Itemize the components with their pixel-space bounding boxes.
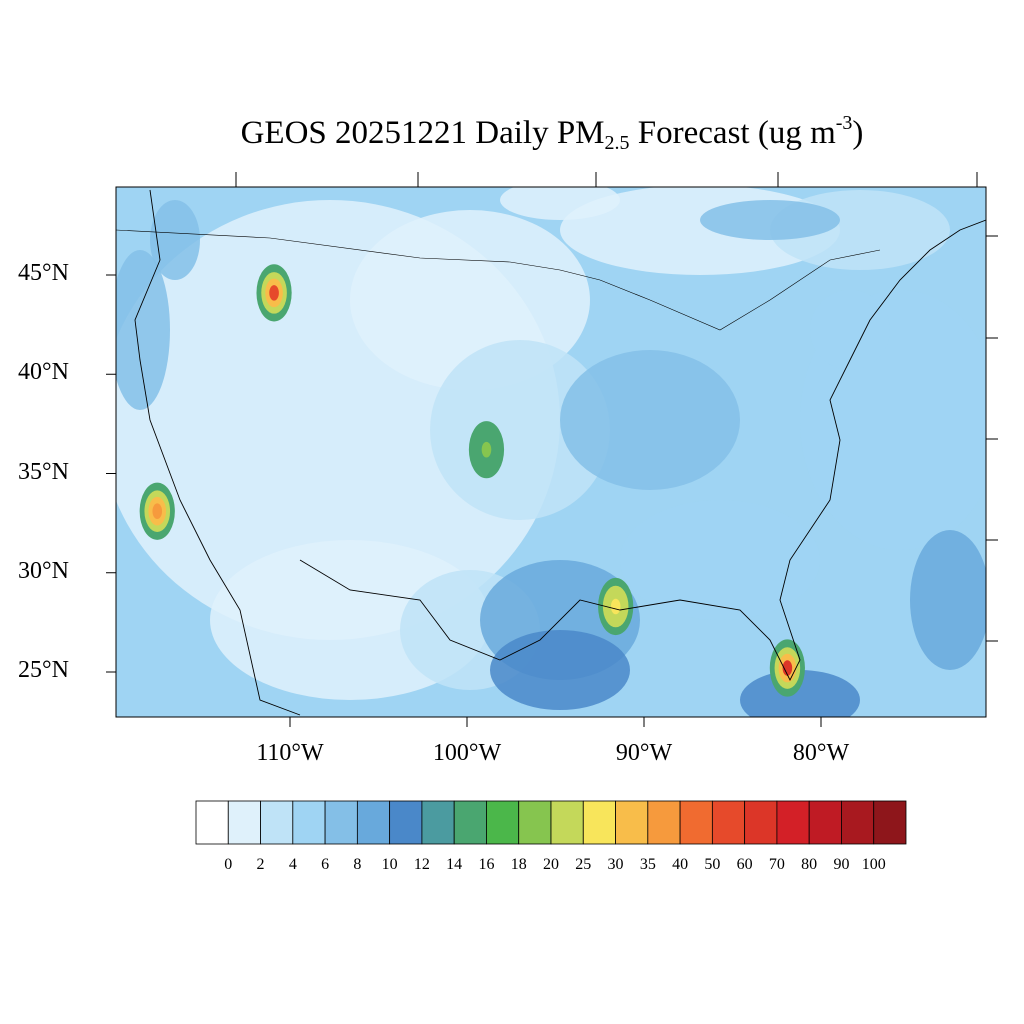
hotspot-los-angeles (139, 482, 175, 540)
hotspot-louisiana (598, 577, 634, 636)
lon-label: 100°W (432, 740, 502, 766)
colorbar-label: 80 (801, 856, 818, 873)
colorbar-label: 35 (639, 856, 656, 873)
colorbar-label: 12 (413, 856, 430, 873)
coastline (134, 189, 986, 716)
hotspot-central-oregon (69, 290, 104, 347)
colorbar-label: 50 (704, 856, 721, 873)
hotspot-western-montana (256, 264, 292, 322)
hotspot-southern-oregon (28, 294, 63, 351)
colorbar-label: 14 (446, 856, 463, 873)
lon-label: 110°W (256, 740, 324, 766)
colorbar-label: 90 (833, 856, 850, 873)
colorbar-label: 25 (575, 856, 592, 873)
lat-label: 30°N (18, 557, 69, 584)
lat-label: 40°N (18, 359, 69, 386)
map-frame (115, 186, 987, 718)
lat-label: 45°N (18, 260, 69, 286)
lon-label: 80°W (792, 740, 850, 766)
national-border (116, 229, 881, 331)
colorbar-label: 60 (736, 856, 753, 873)
colorbar-label: 0 (224, 856, 233, 873)
colorbar-label: 10 (381, 856, 398, 873)
colorbar-label: 16 (478, 856, 495, 873)
colorbar-label: 2 (256, 856, 265, 873)
map-title: GEOS 20251221 Daily PM2.5 Forecast (ug m… (240, 112, 864, 154)
colorbar-label: 20 (543, 856, 559, 873)
colorbar-label: 4 (288, 856, 297, 873)
hotspot-kansas (468, 421, 505, 479)
colorbar-label: 6 (321, 856, 330, 873)
colorbar-label: 8 (353, 856, 362, 873)
colorbar-label: 18 (510, 856, 527, 873)
concentration-field (28, 187, 986, 717)
colorbar-label: 70 (768, 856, 785, 873)
lat-label: 35°N (18, 458, 69, 485)
lat-label: 25°N (18, 657, 69, 683)
colorbar-label: 100 (861, 856, 886, 873)
hotspot-south-florida (769, 639, 805, 697)
lon-label: 90°W (615, 740, 673, 766)
colorbar-label: 40 (672, 856, 689, 873)
colorbar-label: 30 (607, 856, 624, 873)
